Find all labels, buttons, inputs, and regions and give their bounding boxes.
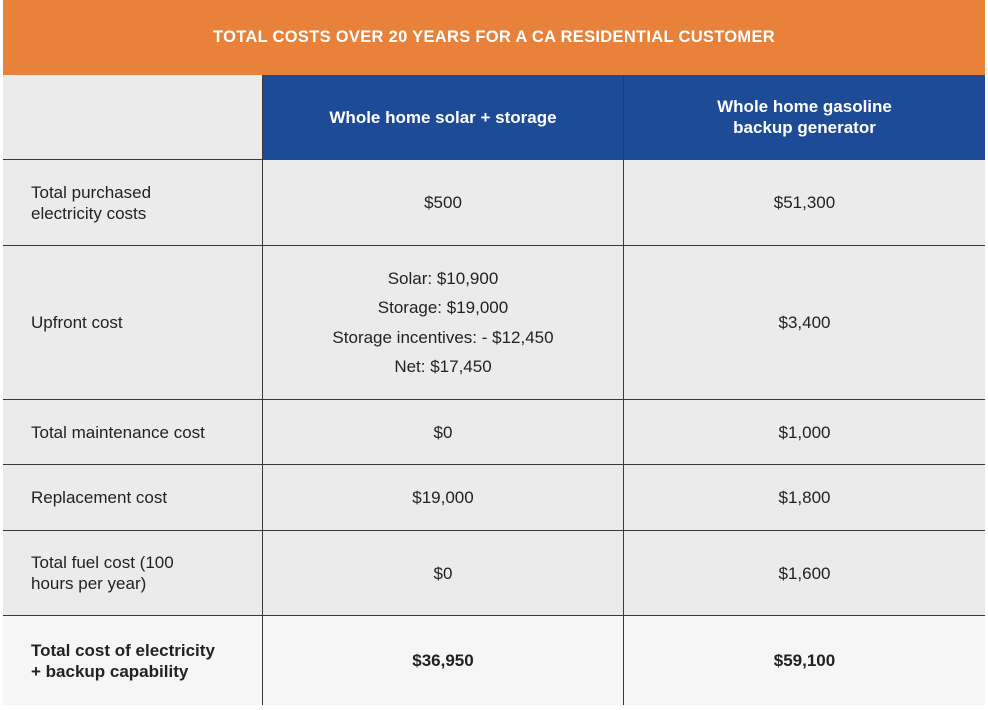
column-header: Whole home gasoline backup generator — [624, 75, 985, 160]
cell-line: Total cost of electricity — [31, 640, 215, 660]
row-label: Total purchased electricity costs — [3, 160, 263, 246]
table-cell: $500 — [263, 160, 624, 246]
cell-line: electricity costs — [31, 203, 147, 223]
cell-line: Storage incentives: - $12,450 — [332, 327, 554, 347]
cell-line: backup generator — [733, 118, 876, 137]
cell-line: Solar: $10,900 — [387, 268, 499, 288]
row-label: Upfront cost — [3, 246, 263, 400]
cell-line: + backup capability — [31, 661, 189, 681]
table-cell: Solar: $10,900 Storage: $19,000 Storage in… — [263, 246, 624, 400]
cell-line: Net: $17,450 — [394, 357, 492, 376]
cell-line: Storage: $19,000 — [377, 298, 509, 317]
table-cell: $0 — [263, 531, 624, 616]
cell-line: Whole home gasoline — [717, 97, 892, 116]
table-cell: $59,100 — [624, 616, 985, 705]
row-label: Replacement cost — [3, 465, 263, 531]
table-cell: $1,600 — [624, 531, 985, 616]
table-cell: $36,950 — [263, 616, 624, 705]
row-label: Total maintenance cost — [3, 400, 263, 465]
column-header: Whole home solar + storage — [263, 75, 624, 160]
cell-line: Total purchased — [31, 182, 152, 202]
table-cell: $19,000 — [263, 465, 624, 531]
table-cell: $1,800 — [624, 465, 985, 531]
cell-line: Total fuel cost (100 — [31, 553, 174, 572]
table-cell: $3,400 — [624, 246, 985, 400]
cost-table: Whole home solar + storage Whole home gas… — [3, 75, 985, 705]
row-label: Total cost of electricity + backup capabi… — [3, 616, 263, 705]
header-cell — [3, 75, 263, 160]
cell-line: hours per year) — [31, 574, 147, 593]
table-cell: $0 — [263, 400, 624, 465]
row-label: Total fuel cost (100 hours per year) — [3, 531, 263, 616]
table-title: TOTAL COSTS OVER 20 YEARS FOR A CA RESID… — [3, 0, 985, 75]
table-cell: $51,300 — [624, 160, 985, 246]
table-cell: $1,000 — [624, 400, 985, 465]
